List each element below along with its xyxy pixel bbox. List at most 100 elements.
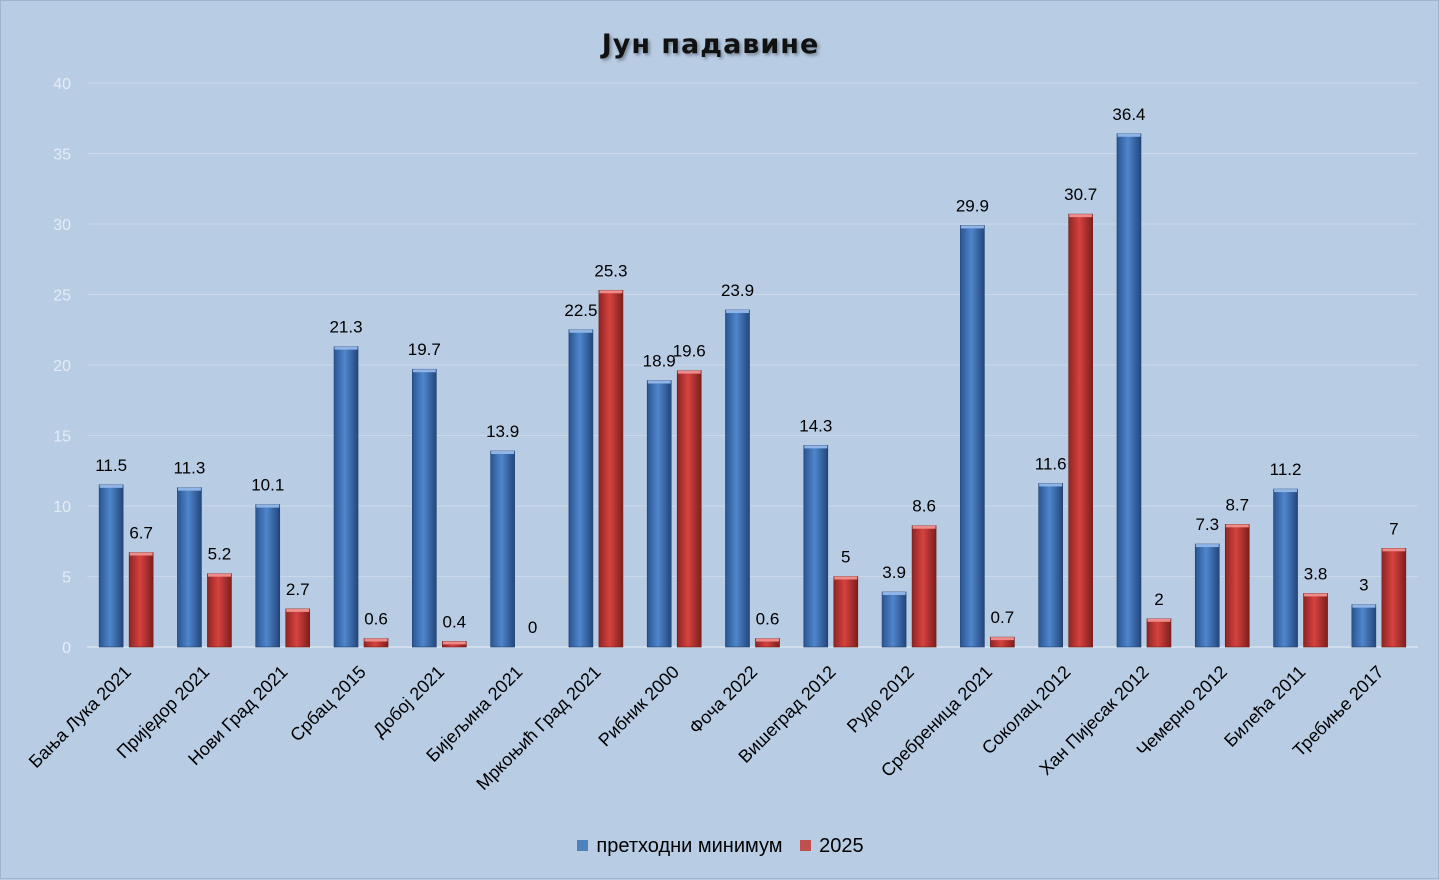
bar-top-highlight (1069, 214, 1093, 218)
bar-2025 (207, 573, 232, 648)
y-tick-label: 15 (53, 429, 71, 446)
bar-top-highlight (1304, 593, 1328, 597)
bar-2025 (285, 608, 311, 648)
bar-previous-minimum (725, 309, 750, 648)
bar-body-blue (1116, 133, 1142, 648)
bar-previous-minimum (412, 368, 437, 648)
bar-2025 (442, 641, 467, 648)
y-tick-label: 20 (53, 358, 71, 375)
data-label-previous-minimum: 29.9 (956, 196, 989, 215)
bar-body-red (128, 552, 154, 648)
data-label-previous-minimum: 11.2 (1270, 460, 1302, 479)
data-label-previous-minimum: 7.3 (1195, 515, 1219, 534)
data-label-2025: 0.4 (443, 612, 467, 631)
bar-body-red (833, 576, 859, 648)
bar-top-highlight (286, 608, 310, 612)
data-label-previous-minimum: 11.6 (1035, 454, 1067, 473)
bar-body-red (207, 573, 232, 648)
bar-top-highlight (569, 329, 593, 333)
data-label-previous-minimum: 14.3 (799, 416, 832, 435)
y-axis-ticks: 0 5 10 15 20 25 30 35 40 (53, 76, 71, 657)
y-tick-label: 5 (62, 570, 71, 587)
bar-body-blue (646, 380, 672, 648)
bar-previous-minimum (1038, 483, 1063, 648)
y-tick-label: 0 (62, 640, 71, 657)
bar-body-blue (881, 591, 907, 648)
data-label-2025: 25.3 (594, 261, 627, 280)
bar-top-highlight (1195, 544, 1219, 548)
bar-top-highlight (364, 638, 388, 642)
bar-body-blue (960, 225, 985, 648)
data-label-2025: 5.2 (208, 545, 232, 564)
data-label-previous-minimum: 22.5 (564, 301, 597, 320)
bar-2025 (1146, 618, 1172, 648)
y-tick-label: 35 (53, 147, 71, 164)
data-label-2025: 0.6 (364, 610, 388, 629)
bar-previous-minimum (881, 591, 907, 648)
bar-top-highlight (882, 592, 906, 596)
bar-previous-minimum (177, 487, 202, 648)
data-label-previous-minimum: 23.9 (721, 281, 754, 300)
bar-top-highlight (990, 637, 1014, 641)
bar-top-highlight (1225, 524, 1249, 528)
bar-2025 (598, 289, 624, 648)
bar-previous-minimum (1351, 604, 1377, 648)
bar-body-blue (803, 445, 829, 648)
y-tick-label: 10 (53, 499, 71, 516)
legend-item-series-1: претходни минимум (577, 835, 783, 858)
x-tick-label: Фоча 2022 (685, 662, 761, 738)
data-label-previous-minimum: 13.9 (486, 422, 519, 441)
bar-body-blue (1351, 604, 1377, 648)
x-tick-label: Бања Лука 2021 (25, 662, 135, 772)
data-label-2025: 5 (841, 548, 850, 567)
x-tick-label: Рудо 2012 (843, 662, 918, 737)
bar-body-red (285, 608, 311, 648)
data-label-previous-minimum: 10.1 (251, 476, 284, 495)
data-label-2025: 0.7 (991, 608, 1015, 627)
bar-body-blue (1273, 488, 1298, 648)
bar-body-blue (490, 450, 515, 648)
bar-body-blue (1038, 483, 1063, 648)
data-label-2025: 2.7 (286, 580, 310, 599)
data-label-previous-minimum: 36.4 (1112, 105, 1145, 124)
bar-2025 (128, 552, 154, 648)
bar-2025 (755, 638, 780, 648)
data-label-previous-minimum: 19.7 (408, 340, 441, 359)
data-label-previous-minimum: 18.9 (643, 352, 676, 371)
x-tick-label: Билећа 2011 (1220, 662, 1309, 751)
bar-body-red (676, 370, 702, 648)
bar-2025 (1224, 524, 1250, 648)
bar-top-highlight (804, 445, 828, 449)
bar-body-red (1303, 593, 1328, 648)
bar-top-highlight (412, 369, 436, 373)
bar-top-highlight (960, 225, 984, 229)
bar-top-highlight (834, 576, 858, 580)
bar-body-blue (177, 487, 202, 648)
bar-top-highlight (99, 484, 123, 488)
data-label-previous-minimum: 21.3 (329, 318, 362, 337)
bar-2025 (990, 636, 1015, 648)
bar-previous-minimum (803, 445, 829, 648)
bar-2025 (911, 525, 937, 648)
data-label-2025: 19.6 (673, 342, 706, 361)
data-label-previous-minimum: 3.9 (882, 563, 906, 582)
data-label-2025: 0.6 (756, 610, 780, 629)
y-tick-label: 30 (53, 217, 71, 234)
bar-top-highlight (912, 525, 936, 529)
data-label-2025: 0 (528, 618, 537, 637)
bar-top-highlight (1352, 604, 1376, 608)
bar-previous-minimum (646, 380, 672, 648)
bar-previous-minimum (1116, 133, 1142, 648)
bar-2025 (1381, 547, 1407, 648)
bar-top-highlight (1117, 133, 1141, 137)
bar-previous-minimum (333, 346, 359, 648)
bar-top-highlight (1039, 483, 1063, 487)
data-label-2025: 6.7 (129, 524, 153, 543)
data-label-previous-minimum: 3 (1359, 576, 1368, 595)
data-label-2025: 8.6 (912, 497, 936, 516)
legend-swatch-red (800, 840, 812, 851)
bar-body-blue (568, 329, 594, 648)
x-tick-label: Србац 2015 (286, 662, 370, 746)
